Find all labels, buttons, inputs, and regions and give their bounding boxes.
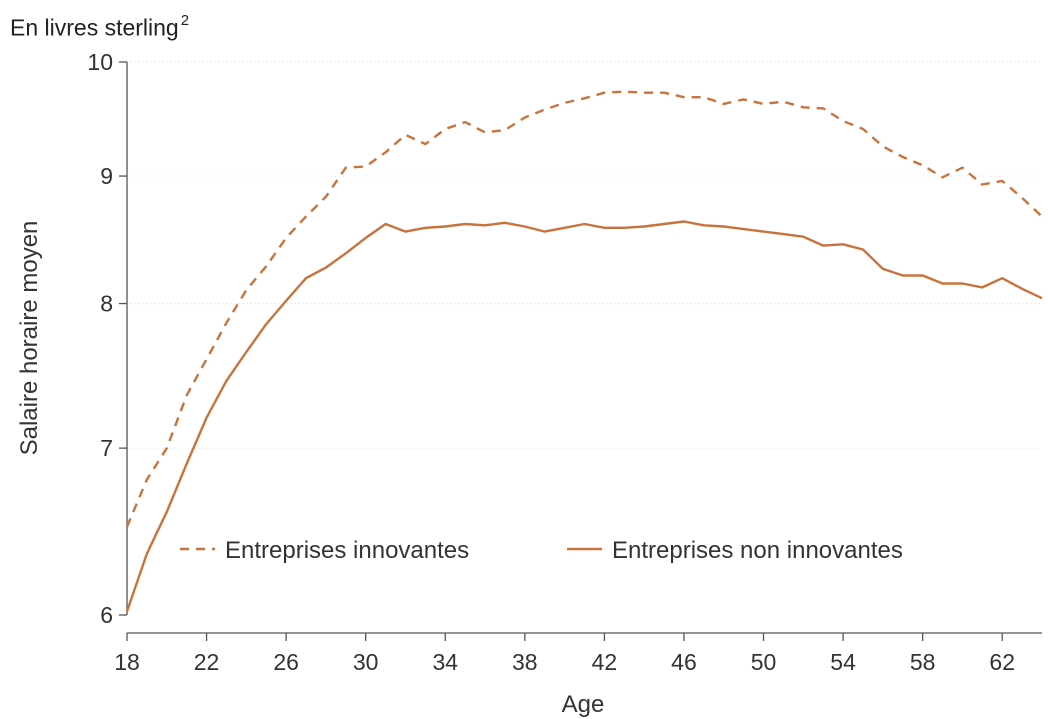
y-tick-label: 9 — [100, 163, 113, 189]
x-tick-label: 54 — [830, 649, 856, 675]
series-lines — [125, 90, 1043, 612]
x-tick-label: 50 — [751, 649, 777, 675]
x-tick-label: 34 — [432, 649, 458, 675]
y-axis-title: Salaire horaire moyen — [16, 221, 43, 456]
x-tick-label: 62 — [989, 649, 1015, 675]
x-tick-label: 26 — [273, 649, 299, 675]
unit-note: En livres sterling 2 — [10, 12, 190, 42]
axes — [126, 62, 1042, 634]
unit-note-footnote: 2 — [180, 12, 190, 29]
x-tick-label: 22 — [194, 649, 220, 675]
x-tick-label: 58 — [910, 649, 936, 675]
y-tick-label: 6 — [100, 602, 113, 628]
tick-labels: 6 7 8 9 10 18 22 26 30 34 38 42 46 50 54 58 62 — [87, 49, 1015, 675]
unit-note-text: En livres sterling — [10, 14, 179, 41]
x-tick-label: 38 — [512, 649, 538, 675]
y-tick-label: 10 — [87, 49, 113, 75]
y-tick-label: 8 — [100, 291, 113, 317]
x-tick-label: 46 — [671, 649, 697, 675]
series-line-non-innovantes — [125, 220, 1043, 612]
gridlines — [127, 61, 1042, 449]
legend-label: Entreprises innovantes — [225, 537, 469, 564]
legend: Entreprises innovantes Entreprises non in… — [180, 537, 903, 564]
x-tick-label: 18 — [114, 649, 140, 675]
x-axis-title: Age — [562, 691, 605, 718]
x-tick-label: 30 — [353, 649, 379, 675]
y-tick-label: 7 — [100, 435, 113, 461]
legend-label: Entreprises non innovantes — [612, 537, 903, 564]
x-tick-label: 42 — [592, 649, 618, 675]
series-line-innovantes — [125, 90, 1043, 528]
